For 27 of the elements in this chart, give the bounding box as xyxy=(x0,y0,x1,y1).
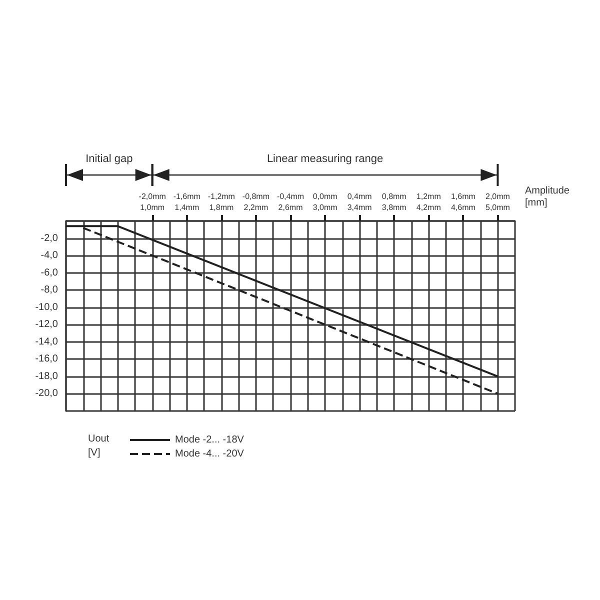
x-tick-label: -0,4mm 2,6mm xyxy=(276,192,304,212)
x-tick-label: -1,2mm 1,8mm xyxy=(208,192,236,212)
y-tick-label: -18,0 xyxy=(35,370,58,382)
y-tick-label: -4,0 xyxy=(40,250,58,262)
y-tick-label: -2,0 xyxy=(40,232,58,244)
y-tick-label: -8,0 xyxy=(40,284,58,296)
text: Initial gap xyxy=(86,153,133,165)
y-tick-label: -12,0 xyxy=(35,319,58,330)
y-tick-label: -10,0 xyxy=(35,302,58,313)
x-tick-label: 0,0mm 3,0mm xyxy=(312,192,338,212)
y-tick-label: -14,0 xyxy=(35,336,58,348)
x-tick-label: -0,8mm 2,2mm xyxy=(242,192,270,212)
x-tick-label: 2,0mm 5,0mm xyxy=(486,192,510,212)
legend-label: Mode -2... -18V xyxy=(175,434,244,446)
text: Linear measuring range xyxy=(266,153,384,165)
x-tick-label: 0,4mm 3,4mm xyxy=(347,192,372,212)
x-tick-label: 1,6mm 4,6mm xyxy=(450,192,476,212)
x-tick-label: 0,8mm 3,8mm xyxy=(382,192,407,212)
x-tick-label: -2,0mm 1,0mm xyxy=(138,192,166,212)
y-tick-label: -16,0 xyxy=(35,354,58,365)
legend-title: Uout [V] xyxy=(88,434,112,458)
x-tick-label: -1,6mm 1,4mm xyxy=(173,192,201,212)
x-tick-label: 1,2mm 4,2mm xyxy=(416,192,442,212)
y-tick-label: -6,0 xyxy=(40,267,58,278)
y-tick-label: -20,0 xyxy=(35,388,58,400)
x-axis-title: Amplitude [mm] xyxy=(525,186,572,208)
legend-label: Mode -4... -20V xyxy=(175,448,244,460)
